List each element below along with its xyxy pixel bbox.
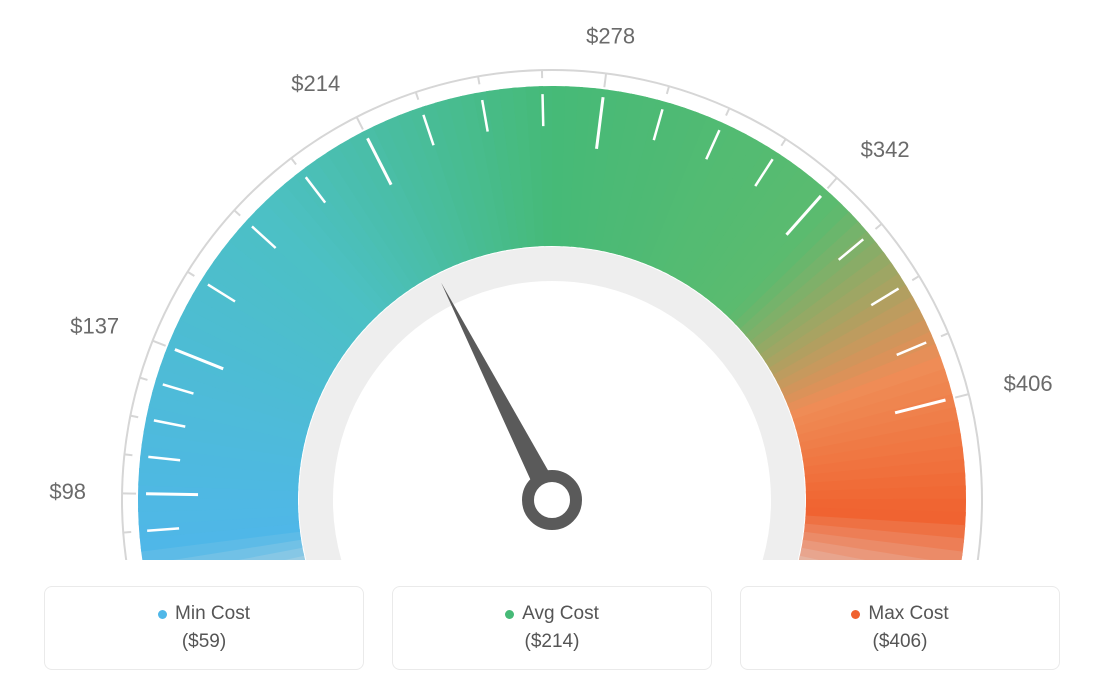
- legend-value: ($59): [69, 631, 339, 653]
- svg-text:$137: $137: [70, 313, 119, 338]
- legend-card-avg: Avg Cost ($214): [392, 586, 712, 670]
- legend-title-avg: Avg Cost: [417, 603, 687, 625]
- svg-text:$342: $342: [861, 137, 910, 162]
- legend-label: Min Cost: [175, 603, 250, 625]
- dot-icon: [851, 610, 860, 619]
- gauge-chart: $59$98$137$214$278$342$406: [0, 0, 1104, 560]
- legend-card-max: Max Cost ($406): [740, 586, 1060, 670]
- gauge-svg: $59$98$137$214$278$342$406: [0, 0, 1104, 560]
- svg-text:$278: $278: [586, 24, 635, 49]
- legend-value: ($406): [765, 631, 1035, 653]
- svg-text:$406: $406: [1004, 371, 1053, 396]
- legend-title-max: Max Cost: [765, 603, 1035, 625]
- svg-text:$98: $98: [49, 479, 86, 504]
- dot-icon: [158, 610, 167, 619]
- legend-label: Avg Cost: [522, 603, 599, 625]
- legend-title-min: Min Cost: [69, 603, 339, 625]
- svg-text:$214: $214: [291, 71, 340, 96]
- legend-label: Max Cost: [868, 603, 948, 625]
- dot-icon: [505, 610, 514, 619]
- legend-value: ($214): [417, 631, 687, 653]
- legend-card-min: Min Cost ($59): [44, 586, 364, 670]
- legend-row: Min Cost ($59) Avg Cost ($214) Max Cost …: [0, 586, 1104, 670]
